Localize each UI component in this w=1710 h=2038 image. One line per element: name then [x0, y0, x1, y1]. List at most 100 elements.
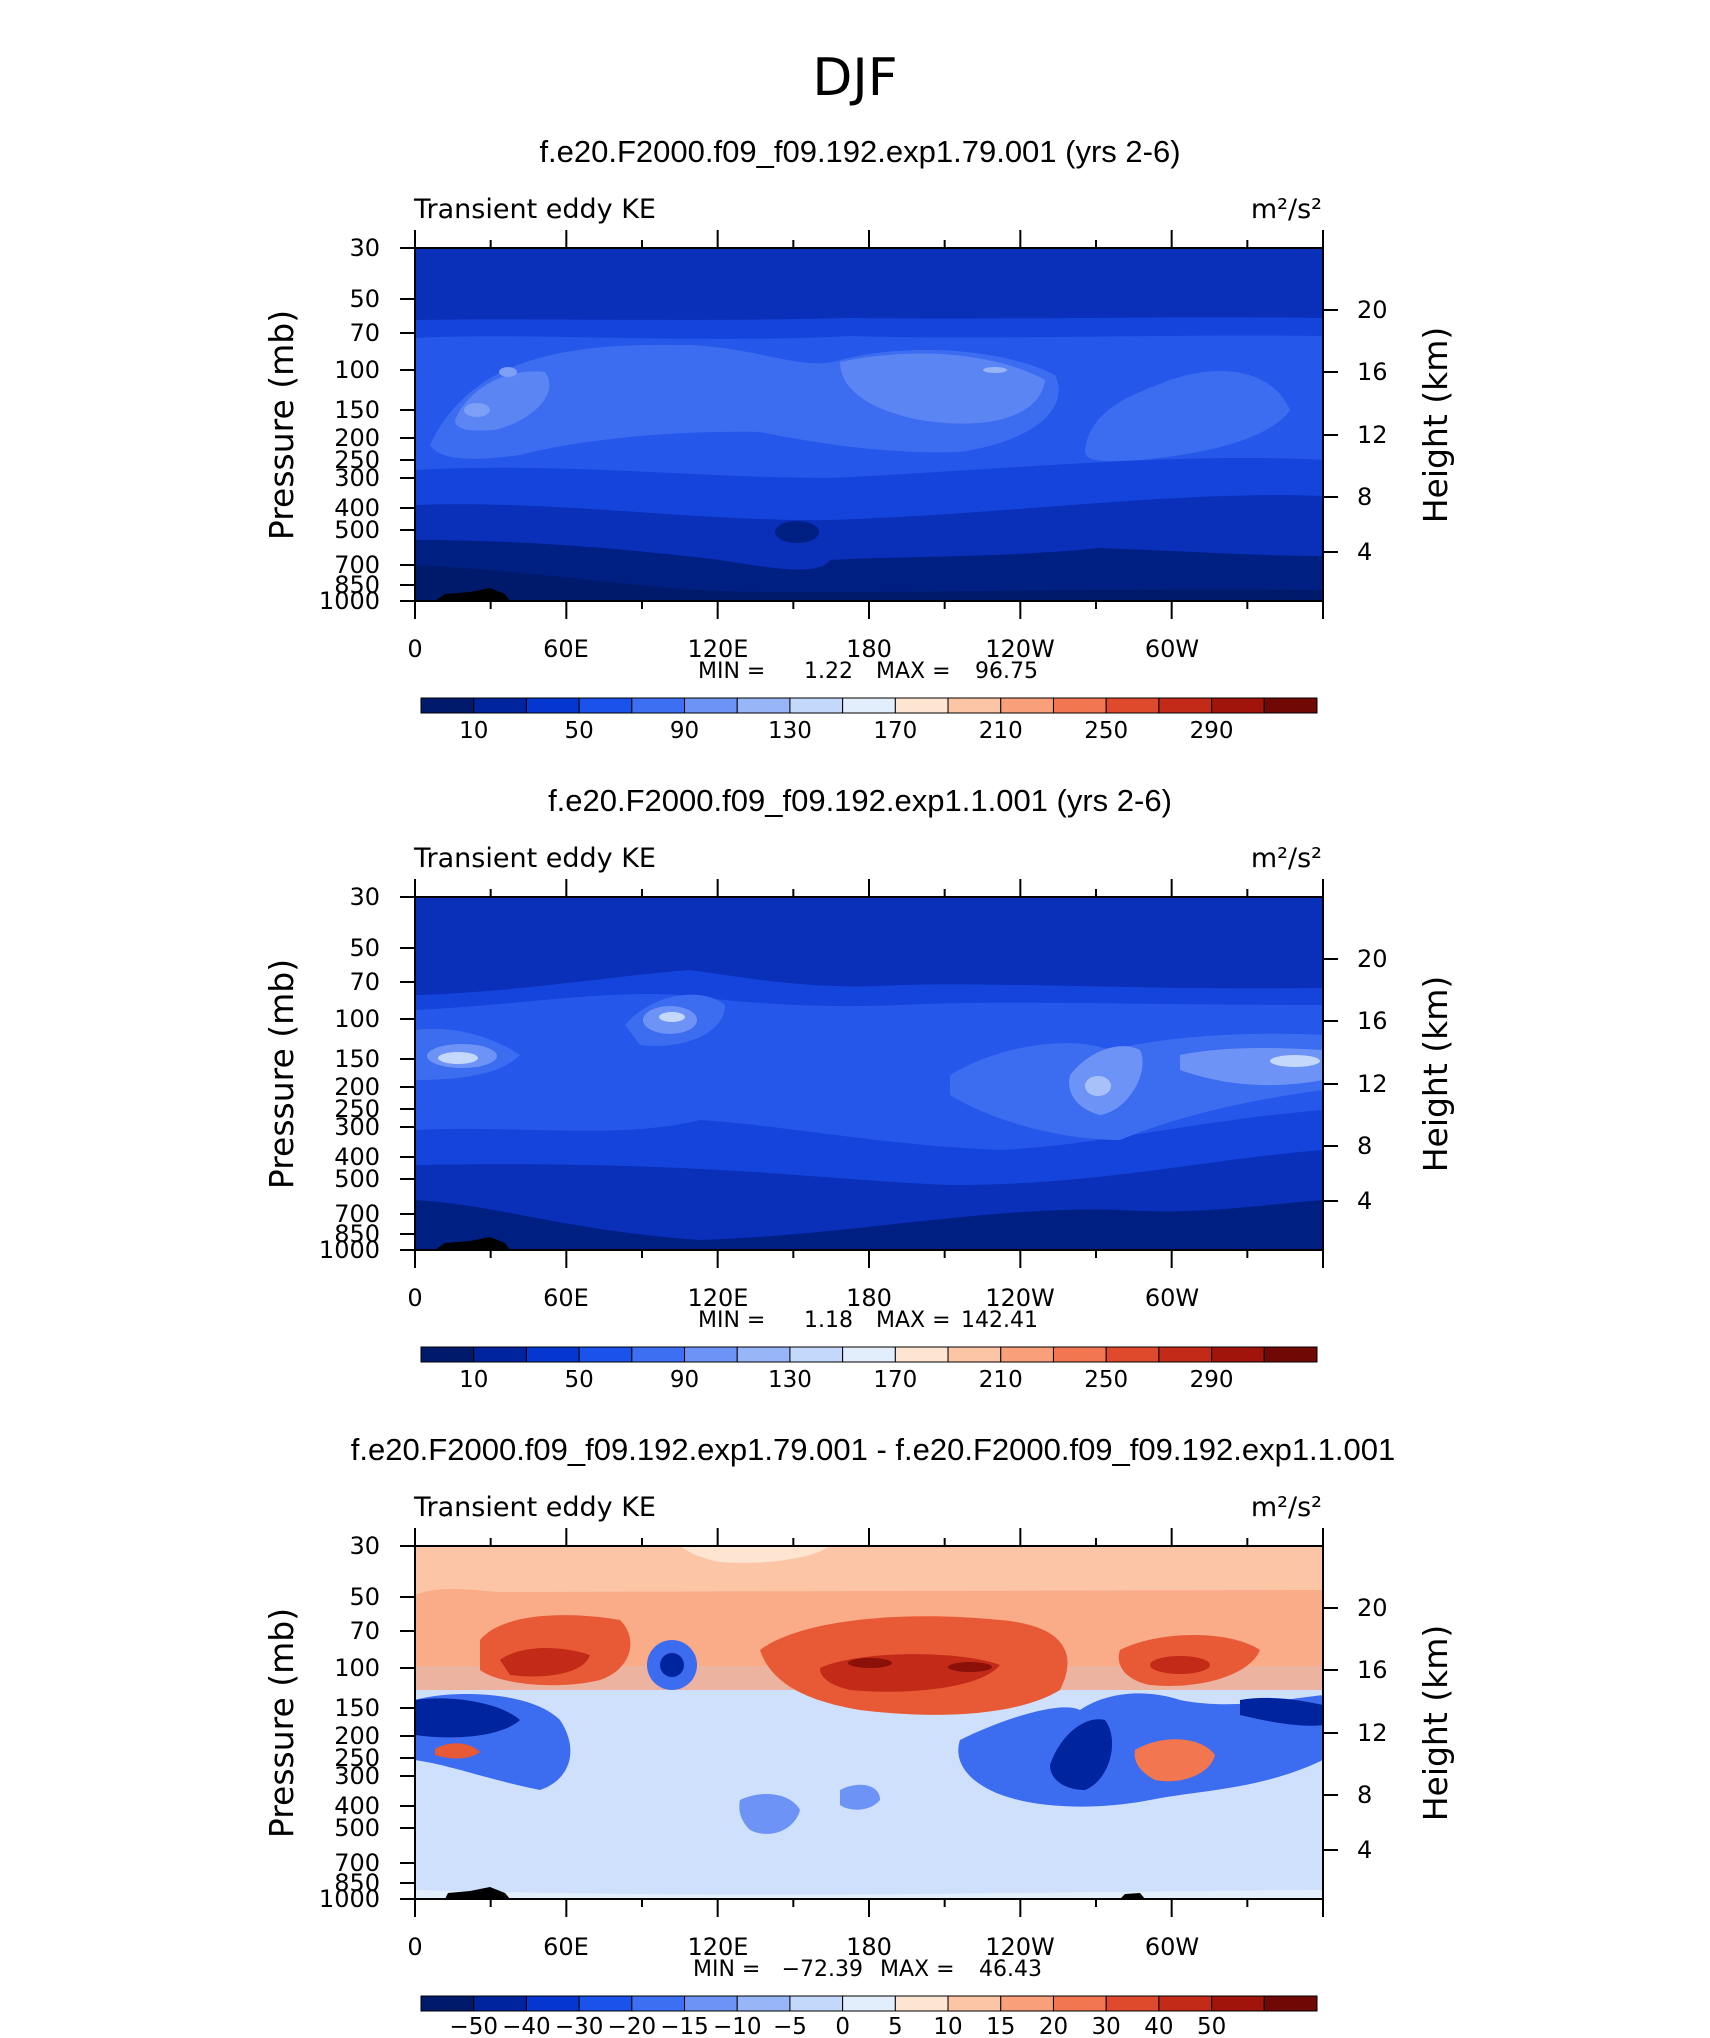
colorbar-swatch: [736, 1995, 791, 2012]
x-tick-label: 120W: [985, 1284, 1055, 1312]
contour-fill-level-pos-blob: [1134, 1739, 1215, 1782]
y-tick-label: 100: [334, 356, 380, 384]
height-tick-label: 4: [1357, 1187, 1372, 1215]
colorbar-label: 50: [1197, 2014, 1226, 2038]
height-tick-label: 20: [1357, 1594, 1388, 1622]
y-tick-label: 70: [349, 1617, 380, 1645]
contour-fill-level-neg-low: [415, 1698, 520, 1738]
colorbar-label: 15: [986, 2014, 1015, 2038]
panel-2-stats: MIN = 1.18 MAX = 142.41: [698, 1308, 1038, 1333]
panel-3-ylabel-left: Pressure (mb): [262, 1608, 301, 1838]
colorbar-swatch: [789, 1995, 844, 2012]
panel-3-colorbar: −50 −40 −30 −20 −15 −10 −5 0 5 10 15 20 30 40 50: [420, 1995, 1318, 2038]
panel-2-title: f.e20.F2000.f09_f09.192.exp1.1.001 (yrs …: [548, 783, 1172, 818]
y-tick-label: 300: [334, 1762, 380, 1790]
colorbar-label: 5: [888, 2014, 903, 2038]
contour-fill-level-neg-low3: [1240, 1697, 1323, 1726]
colorbar-label: 210: [979, 1367, 1023, 1393]
max-value: 142.41: [961, 1308, 1038, 1333]
x-tick-label: 120E: [688, 1933, 749, 1961]
colorbar-label: 50: [564, 718, 593, 744]
min-value: −72.39: [782, 1957, 863, 1982]
contour-fill-level-7b: [1270, 1055, 1320, 1067]
y-tick-label: 850: [334, 571, 380, 599]
colorbar-label: 90: [670, 718, 699, 744]
colorbar-swatch: [420, 1995, 475, 2012]
x-tick-label: 60E: [543, 1284, 589, 1312]
x-tick-label: 120W: [985, 1933, 1055, 1961]
contour-fill-level-pos-blob2: [435, 1743, 480, 1759]
colorbar-label: 40: [1144, 2014, 1173, 2038]
colorbar-swatch: [631, 1346, 686, 1363]
y-tick-label: 500: [334, 1165, 380, 1193]
panel-3-left-label: Transient eddy KE: [413, 1492, 656, 1523]
y-tick-label: 1000: [319, 1885, 380, 1913]
contour-fill-level-pos-max3: [1150, 1656, 1210, 1674]
colorbar-label: 50: [564, 1367, 593, 1393]
panel-2-contours: [415, 897, 1323, 1250]
contour-fill-level-neg-low2: [1050, 1719, 1113, 1790]
height-tick-label: 12: [1357, 1070, 1388, 1098]
colorbar-swatch: [631, 697, 686, 714]
y-tick-label: 850: [334, 1869, 380, 1897]
y-tick-label: 50: [349, 1583, 380, 1611]
colorbar-label: −15: [660, 2014, 709, 2038]
y-tick-label: 250: [334, 446, 380, 474]
y-tick-label: 200: [334, 1073, 380, 1101]
topography-mask: [435, 1237, 510, 1250]
max-label: MAX =: [880, 1957, 955, 1982]
x-tick-label: 60W: [1145, 1933, 1199, 1961]
colorbar-label: −5: [773, 2014, 807, 2038]
contour-fill-level-pos-min: [680, 1546, 830, 1563]
colorbar-label: 210: [979, 718, 1023, 744]
y-tick-label: 400: [334, 1143, 380, 1171]
colorbar-swatch: [1263, 1346, 1318, 1363]
y-tick-label: 50: [349, 285, 380, 313]
colorbar-label: 90: [670, 1367, 699, 1393]
x-tick-label: 60W: [1145, 635, 1199, 663]
colorbar-swatch: [420, 1346, 475, 1363]
contour-fill-level-4b: [1085, 371, 1290, 461]
max-label: MAX =: [876, 659, 951, 684]
height-tick-label: 4: [1357, 1836, 1372, 1864]
colorbar-swatch: [1211, 697, 1265, 714]
colorbar-swatch: [1105, 1346, 1160, 1363]
panel-1: f.e20.F2000.f09_f09.192.exp1.79.001 (yrs…: [262, 134, 1455, 744]
contour-fill-level-neg-low4: [660, 1653, 684, 1677]
x-tick-label: 0: [407, 1933, 422, 1961]
colorbar-label: 130: [768, 718, 812, 744]
x-tick-label: 120W: [985, 635, 1055, 663]
x-tick-label: 120E: [688, 1284, 749, 1312]
x-tick-label: 0: [407, 1284, 422, 1312]
max-value: 96.75: [975, 659, 1038, 684]
panel-1-left-label: Transient eddy KE: [413, 194, 656, 225]
y-tick-label: 300: [334, 1113, 380, 1141]
height-tick-label: 20: [1357, 296, 1388, 324]
colorbar-swatch: [525, 697, 580, 714]
y-tick-label: 100: [334, 1654, 380, 1682]
colorbar-label: 170: [873, 718, 917, 744]
contour-fill-level-6: [464, 403, 490, 417]
colorbar-label: 290: [1190, 718, 1234, 744]
y-tick-label: 150: [334, 1045, 380, 1073]
panel-2-left-label: Transient eddy KE: [413, 843, 656, 874]
colorbar-swatch: [736, 1346, 791, 1363]
colorbar-swatch: [947, 1346, 1002, 1363]
colorbar-label: −10: [713, 2014, 762, 2038]
colorbar-swatch: [1000, 1995, 1054, 2012]
y-tick-label: 30: [349, 883, 380, 911]
y-tick-label: 150: [334, 396, 380, 424]
x-tick-label: 60W: [1145, 1284, 1199, 1312]
panel-3-contours: [415, 1546, 1323, 1899]
colorbar-swatch: [1263, 697, 1318, 714]
y-tick-label: 500: [334, 516, 380, 544]
contour-fill-level-0: [415, 1200, 1323, 1250]
colorbar-swatch: [1000, 697, 1054, 714]
colorbar-label: 20: [1039, 2014, 1068, 2038]
colorbar-swatch: [1052, 697, 1107, 714]
contour-fill-level-near-zero: [415, 1890, 1323, 1899]
height-tick-label: 8: [1357, 1781, 1372, 1809]
min-value: 1.18: [804, 1308, 853, 1333]
colorbar-swatch: [736, 697, 791, 714]
topography-mask: [445, 1887, 510, 1899]
